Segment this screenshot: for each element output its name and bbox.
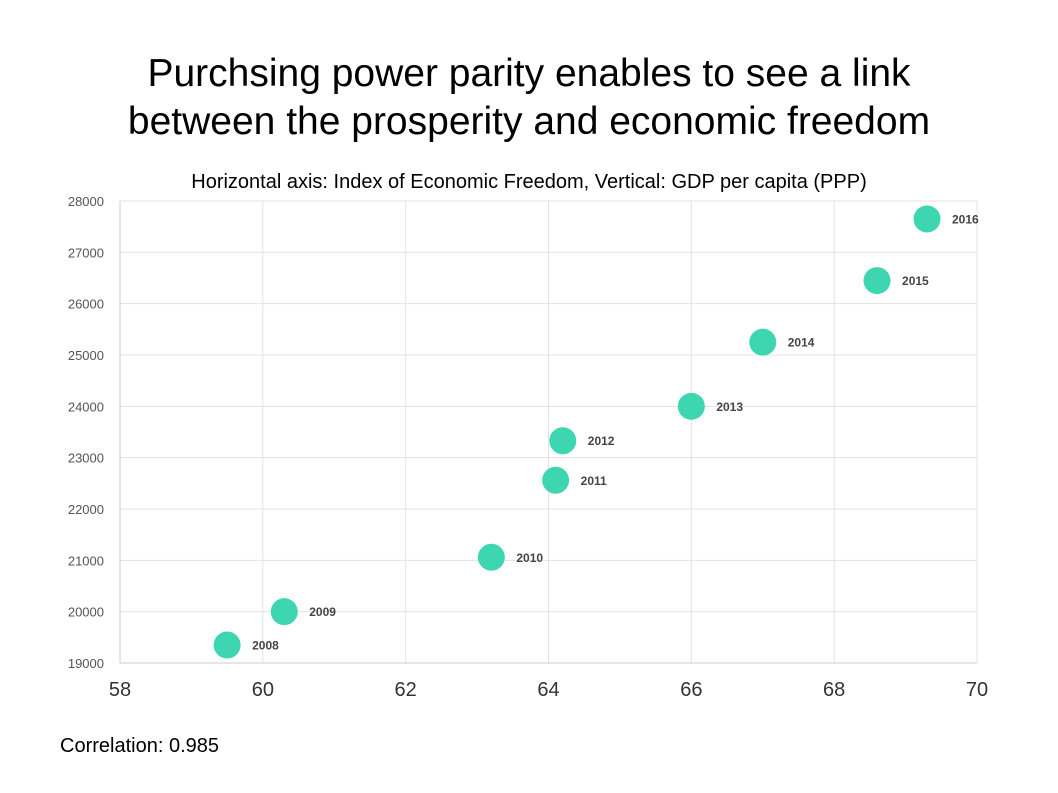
data-point-label: 2011 — [581, 474, 607, 488]
y-tick-label: 23000 — [68, 451, 104, 466]
x-tick-label: 66 — [680, 679, 702, 701]
x-tick-label: 68 — [823, 679, 845, 701]
data-point-label: 2008 — [252, 639, 279, 653]
data-point — [270, 598, 298, 626]
y-tick-label: 24000 — [68, 399, 104, 414]
data-point-label: 2012 — [588, 434, 615, 448]
data-point-label: 2016 — [952, 212, 979, 226]
data-point — [863, 267, 891, 295]
data-point-label: 2013 — [716, 400, 743, 414]
tick-layer: 19000 20000 21000 22000 23000 24000 25000 26000… — [68, 194, 988, 701]
data-point — [549, 427, 577, 455]
slide-title-line1: Purchsing power parity enables to see a … — [147, 52, 911, 95]
y-tick-label: 25000 — [68, 348, 104, 363]
correlation-value: 0.985 — [168, 735, 220, 757]
point-layer: 2008 2009 2010 2011 2012 2013 2014 2015 2016 — [213, 205, 979, 659]
x-tick-label: 58 — [109, 679, 131, 701]
y-tick-label: 26000 — [68, 297, 104, 312]
data-point — [213, 631, 241, 659]
data-point-label: 2014 — [788, 336, 815, 350]
axis-layer — [119, 201, 977, 664]
y-tick-label: 27000 — [68, 245, 104, 260]
data-point — [913, 205, 941, 233]
correlation-label: Correlation: — [60, 735, 164, 757]
data-point — [749, 328, 777, 356]
grid-layer — [120, 200, 978, 663]
y-tick-label: 20000 — [68, 605, 104, 620]
slide-title-line2: between the prosperity and economic free… — [127, 100, 931, 143]
x-tick-label: 62 — [395, 679, 417, 701]
data-point-label: 2015 — [902, 274, 929, 288]
y-tick-label: 28000 — [68, 194, 104, 209]
y-tick-label: 19000 — [68, 656, 104, 671]
slide-title: Purchsing power parity enables to see a … — [0, 50, 1058, 146]
y-tick-label: 21000 — [68, 553, 104, 568]
data-point — [542, 466, 570, 494]
y-tick-label: 22000 — [68, 502, 104, 517]
x-tick-label: 64 — [537, 679, 559, 701]
correlation-note: Correlation: 0.985 — [60, 734, 219, 758]
data-point-label: 2010 — [516, 551, 543, 565]
data-point — [677, 392, 705, 420]
data-point-label: 2009 — [309, 605, 336, 619]
x-tick-label: 70 — [966, 679, 988, 701]
chart-subtitle: Horizontal axis: Index of Economic Freed… — [191, 171, 867, 193]
x-tick-label: 60 — [252, 679, 274, 701]
data-point — [477, 543, 505, 571]
